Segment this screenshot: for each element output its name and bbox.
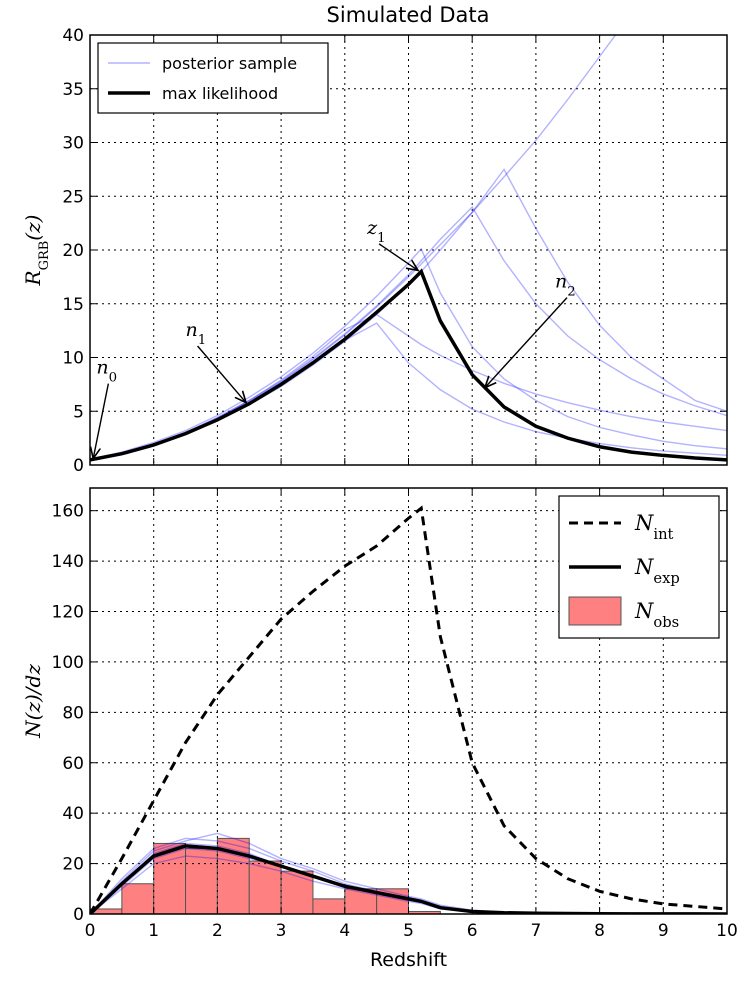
y-tick-label: 140: [52, 552, 84, 572]
x-tick-label: 8: [594, 921, 605, 941]
legend-label-base: N: [634, 555, 654, 579]
legend-label-sub: obs: [653, 614, 679, 631]
legend-label-sub: exp: [653, 570, 679, 587]
y-tick-label: 80: [62, 703, 84, 723]
axes-frame: [89, 487, 728, 915]
chart-title: Simulated Data: [327, 3, 490, 27]
annotation-arrow: [378, 243, 418, 271]
annotation-base: n: [96, 357, 108, 379]
annotation: n1: [186, 319, 207, 348]
axes-frame: [89, 34, 728, 466]
annotation-sub: 1: [377, 230, 385, 245]
histogram-bar: [312, 898, 346, 915]
x-tick-label: 0: [85, 921, 96, 941]
y-tick-label: 35: [62, 80, 84, 100]
histogram-bar: [121, 883, 155, 915]
annotation-arrow: [197, 345, 247, 403]
annotation: z1: [366, 217, 385, 246]
y-tick-label: 120: [52, 603, 84, 623]
sample-line: [90, 247, 727, 460]
x-tick-label: 6: [467, 921, 478, 941]
y-axis-label-part: (z): [21, 215, 45, 241]
x-tick-label: 2: [212, 921, 223, 941]
y-tick-label: 60: [62, 754, 84, 774]
x-tick-label: 7: [530, 921, 541, 941]
y-tick-label: 5: [73, 402, 84, 422]
y-tick-label: 30: [62, 134, 84, 154]
histogram-bar: [344, 888, 378, 915]
x-tick-label: 3: [276, 921, 287, 941]
histogram-bar: [185, 847, 218, 915]
x-tick-label: 4: [339, 921, 350, 941]
legend-label: max likelihood: [162, 84, 278, 103]
y-tick-label: 40: [62, 26, 84, 46]
x-tick-label: 10: [716, 921, 738, 941]
legend-label: Nobs: [634, 599, 679, 631]
legend-label-base: N: [634, 511, 654, 535]
x-tick-label: 5: [403, 921, 414, 941]
y-tick-label: 40: [62, 804, 84, 824]
histogram-bar: [248, 860, 282, 915]
y-tick-label: 160: [52, 502, 84, 522]
legend-label-base: N: [634, 599, 654, 623]
series-line: [90, 505, 727, 914]
annotation-sub: 0: [109, 370, 117, 385]
y-tick-label: 0: [73, 456, 84, 476]
y-tick-label: 20: [62, 855, 84, 875]
annotation-sub: 1: [198, 333, 206, 348]
annotation: n2: [555, 271, 576, 300]
y-tick-label: 0: [73, 905, 84, 925]
annotation-arrow: [485, 297, 568, 388]
annotation-base: n: [186, 319, 198, 341]
legend-label-sub: int: [653, 526, 673, 543]
legend-label: posterior sample: [162, 54, 297, 73]
y-axis-label-part: GRB: [37, 241, 52, 271]
annotation-arrow: [93, 383, 110, 459]
series-line: [90, 268, 727, 462]
legend-label: Nint: [634, 511, 674, 543]
legend-swatch: [568, 596, 622, 626]
y-axis-label-part: N(z)/dz: [21, 664, 45, 739]
legend-label: Nexp: [634, 555, 680, 587]
x-tick-label: 1: [148, 921, 159, 941]
y-tick-label: 100: [52, 653, 84, 673]
y-axis-label: RGRB(z): [21, 215, 52, 287]
annotation-base: z: [366, 217, 378, 239]
annotation-sub: 2: [567, 284, 575, 299]
annotation: n0: [96, 357, 117, 386]
x-tick-label: 9: [658, 921, 669, 941]
y-tick-label: 20: [62, 241, 84, 261]
x-axis-label: Redshift: [370, 949, 447, 971]
y-tick-label: 10: [62, 349, 84, 369]
y-tick-label: 25: [62, 187, 84, 207]
legend-box: [97, 42, 329, 114]
y-tick-label: 15: [62, 295, 84, 315]
annotation-base: n: [555, 271, 567, 293]
y-axis-label-part: R: [21, 270, 45, 286]
histogram-bar: [280, 870, 314, 915]
y-axis-label: N(z)/dz: [21, 664, 45, 739]
